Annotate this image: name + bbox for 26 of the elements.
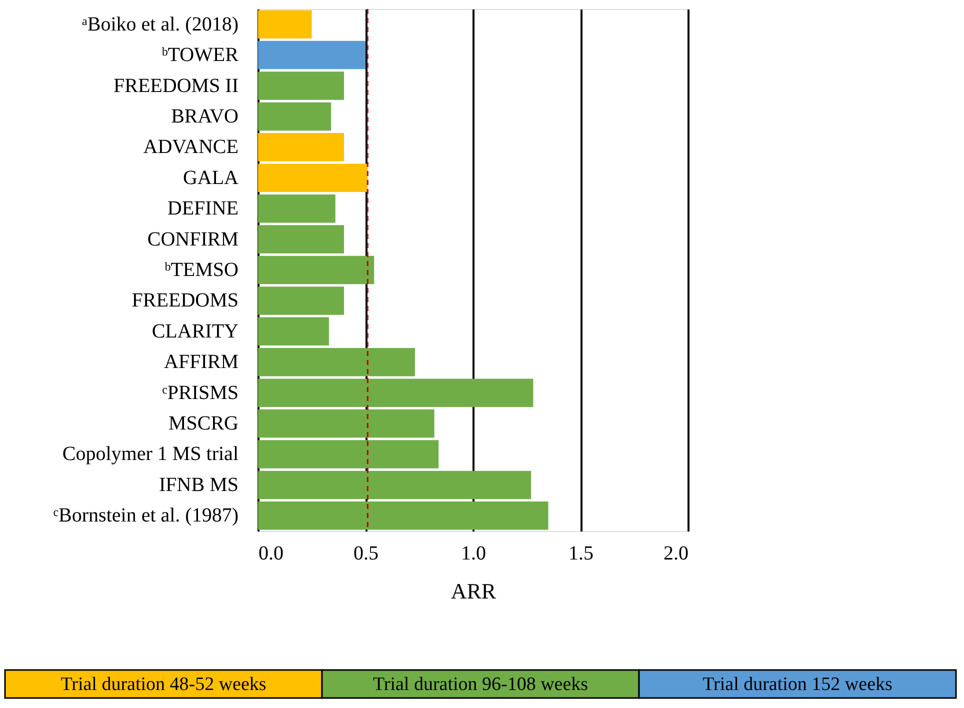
x-tick-label: 1.5	[568, 542, 594, 564]
y-tick-label: DEFINE	[167, 198, 238, 220]
y-tick-label: CONFIRM	[147, 228, 239, 250]
y-tick-label: ᵇTEMSO	[164, 259, 238, 281]
x-tick-label: 0.0	[258, 542, 284, 564]
y-tick-label: FREEDOMS II	[113, 74, 238, 97]
x-axis-title: ARR	[450, 578, 496, 604]
y-tick-label: FREEDOMS	[132, 290, 238, 312]
y-tick-label: ᶜPRISMS	[162, 382, 238, 404]
y-tick-label: ᶜBornstein et al. (1987)	[53, 504, 238, 527]
x-tick-label: 0.5	[354, 542, 378, 564]
y-tick-label: ᵃBoiko et al. (2018)	[82, 13, 238, 36]
y-tick-label: ADVANCE	[143, 136, 238, 158]
y-tick-label: ᵇTOWER	[162, 44, 240, 66]
text: Trial duration 48-52 weeks	[60, 674, 266, 695]
y-tick-label: IFNB MS	[159, 474, 238, 496]
x-tick-label: 2.0	[664, 542, 688, 564]
x-tick-label: 1.0	[461, 542, 486, 564]
y-tick-label: MSCRG	[168, 412, 238, 435]
text: Trial duration 96-108 weeks	[372, 674, 588, 695]
y-tick-label: CLARITY	[152, 320, 238, 342]
y-tick-label: Copolymer 1 MS trial	[62, 443, 239, 466]
y-tick-label: GALA	[182, 166, 240, 189]
y-tick-label: AFFIRM	[164, 351, 239, 374]
y-tick-label: BRAVO	[171, 105, 238, 128]
text: Trial duration 152 weeks	[702, 674, 892, 695]
